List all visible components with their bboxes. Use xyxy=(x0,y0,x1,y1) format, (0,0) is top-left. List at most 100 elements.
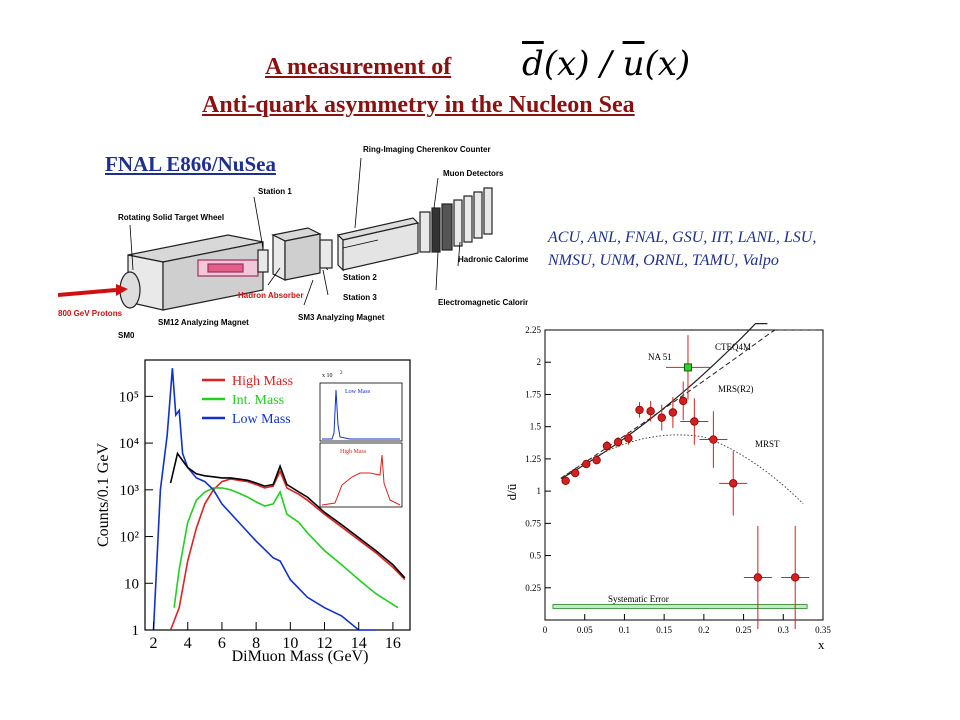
label-na51: NA 51 xyxy=(648,352,672,362)
data-point xyxy=(791,573,800,582)
mass-series-1 xyxy=(173,487,399,609)
label-sm3: SM3 Analyzing Magnet xyxy=(298,313,385,322)
mass-xtick-14: 14 xyxy=(351,635,367,652)
ratio-xtick-0.35: 0.35 xyxy=(815,625,831,635)
inset-scale-exp: 2 xyxy=(340,371,343,376)
label-beam: 800 GeV Protons xyxy=(58,309,123,318)
data-point xyxy=(635,405,644,415)
mass-ytick-1: 10 xyxy=(124,576,139,592)
institution-list: ACU, ANL, FNAL, GSU, IIT, LANL, LSU, NMS… xyxy=(548,226,816,272)
data-point xyxy=(668,408,678,417)
label-rotating-target: Rotating Solid Target Wheel xyxy=(118,213,224,222)
dimuon-mass-chart: 2 4 6 8 10 12 14 16 1 10 10² 10³ 10⁴ 10⁵ DiMuon Mass… xyxy=(95,359,411,665)
spectrometer-diagram: Rotating Solid Target Wheel 800 GeV Prot… xyxy=(58,145,528,340)
label-em-cal: Electromagnetic Calorimeter xyxy=(438,298,528,307)
legend-int-mass: Int. Mass xyxy=(232,393,284,408)
formula-d: d xyxy=(522,44,544,84)
formula-u: u xyxy=(622,44,645,84)
mass-xtick-6: 6 xyxy=(218,635,226,652)
mass-ytick-0: 1 xyxy=(132,623,140,639)
ratio-xtick-0.1: 0.1 xyxy=(619,625,630,635)
ratio-xtick-0.15: 0.15 xyxy=(656,625,672,635)
institution-line-2: NMSU, UNM, ORNL, TAMU, Valpo xyxy=(548,252,779,269)
ratio-ytick-1.75: 1.75 xyxy=(525,389,541,399)
formula-x2: (x) xyxy=(644,44,691,84)
ratio-ytick-0.75: 0.75 xyxy=(525,518,541,528)
data-point xyxy=(602,441,612,451)
inset-low-label: Low Mass xyxy=(345,389,371,395)
data-point xyxy=(561,476,570,485)
title-line-1: A measurement of xyxy=(265,54,452,80)
mass-xtick-2: 2 xyxy=(150,635,158,652)
ratio-xtick-0.3: 0.3 xyxy=(778,625,790,635)
mass-xtick-8: 8 xyxy=(252,635,260,652)
label-cteq: CTEQ4M xyxy=(715,342,751,352)
data-point xyxy=(709,435,718,444)
mass-ytick-4: 10⁴ xyxy=(119,436,139,452)
data-point xyxy=(690,417,699,426)
label-mrst: MRST xyxy=(755,439,780,449)
label-station3: Station 3 xyxy=(343,293,377,302)
ratio-plot-frame xyxy=(544,329,824,621)
label-mrs: MRS(R2) xyxy=(718,384,754,394)
title-line-2: Anti-quark asymmetry in the Nucleon Sea xyxy=(202,92,635,118)
ratio-ytick-2: 2 xyxy=(537,357,542,367)
inset-high-label: High Mass xyxy=(340,449,367,455)
data-point xyxy=(613,437,623,447)
mass-series-2 xyxy=(152,368,376,631)
data-point xyxy=(570,468,580,478)
label-station1: Station 1 xyxy=(258,187,292,196)
ratio-xtick-0.2: 0.2 xyxy=(698,625,709,635)
ratio-ytick-1.5: 1.5 xyxy=(530,422,542,432)
data-point xyxy=(657,413,666,422)
mass-series-0 xyxy=(169,469,406,631)
data-point xyxy=(753,573,763,582)
ratio-ytick-0.25: 0.25 xyxy=(525,583,541,593)
data-point xyxy=(646,406,655,416)
label-rich: Ring-Imaging Cherenkov Counter xyxy=(363,145,491,154)
formula-x1: (x) xyxy=(543,44,590,84)
ratio-ytick-2.25: 2.25 xyxy=(525,325,541,335)
data-point xyxy=(679,396,688,406)
data-point xyxy=(582,459,591,469)
ratio-ytick-0.5: 0.5 xyxy=(530,551,542,561)
label-hadronic-cal: Hadronic Calorimeter xyxy=(458,255,528,264)
ratio-xtick-0.25: 0.25 xyxy=(736,625,752,635)
mass-ylabel: Counts/0.1 GeV xyxy=(95,443,112,547)
inset-high-mass: High Mass xyxy=(319,442,403,508)
inset-scale: x 10 xyxy=(322,373,333,379)
legend-low-mass: Low Mass xyxy=(232,412,291,427)
label-hadron-absorber: Hadron Absorber xyxy=(238,291,304,300)
ratio-xtick-0.05: 0.05 xyxy=(577,625,593,635)
label-muon: Muon Detectors xyxy=(443,169,504,178)
experiment-name: FNAL E866/NuSea xyxy=(105,152,276,176)
data-point xyxy=(592,455,601,465)
ratio-xlabel: x xyxy=(818,637,825,652)
mass-xtick-4: 4 xyxy=(184,635,192,652)
mass-xtick-12: 12 xyxy=(317,635,333,652)
ratio-formula: d(x) / u(x) xyxy=(522,44,691,84)
systematic-band xyxy=(552,604,808,609)
label-sm12: SM12 Analyzing Magnet xyxy=(158,318,249,327)
dbar-ubar-chart: 0 0.05 0.1 0.15 0.2 0.25 0.3 0.35 0.25 0.5 0.75 1 1… xyxy=(504,323,831,652)
label-syst: Systematic Error xyxy=(608,594,669,604)
ratio-ytick-1: 1 xyxy=(537,486,542,496)
mass-xlabel: DiMuon Mass (GeV) xyxy=(232,648,369,665)
mass-plot-frame xyxy=(144,359,411,631)
mass-ytick-3: 10³ xyxy=(120,483,140,499)
ratio-ylabel: d/ū xyxy=(504,483,519,500)
data-point xyxy=(729,479,738,488)
mass-series-total xyxy=(169,451,406,579)
mass-xtick-16: 16 xyxy=(385,635,401,652)
ratio-xtick-0: 0 xyxy=(543,625,548,635)
inset-low-mass: x 10 2 Low Mass xyxy=(319,371,403,442)
curve-mrs xyxy=(560,329,819,479)
mass-ytick-5: 10⁵ xyxy=(119,389,139,405)
mass-xtick-10: 10 xyxy=(282,635,298,652)
na51-point xyxy=(683,363,692,372)
legend-high-mass: High Mass xyxy=(232,374,293,389)
institution-line-1: ACU, ANL, FNAL, GSU, IIT, LANL, LSU, xyxy=(548,229,817,246)
data-point xyxy=(624,434,633,443)
label-station2: Station 2 xyxy=(343,273,377,282)
ratio-ytick-1.25: 1.25 xyxy=(525,454,541,464)
